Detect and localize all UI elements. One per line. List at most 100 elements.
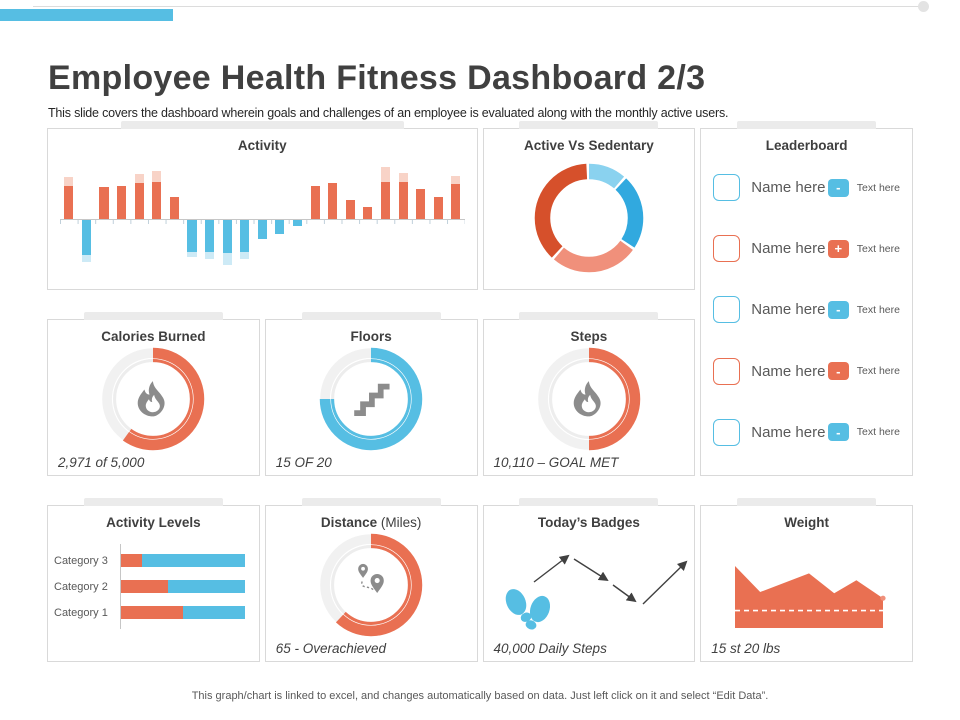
blue-segment [168, 580, 245, 593]
stacked-bar [121, 580, 245, 593]
activity-levels-title: Activity Levels [106, 515, 201, 530]
active-vs-sedentary-donut [534, 163, 644, 273]
floors-caption: 15 OF 20 [275, 455, 332, 470]
leaderboard-name: Name here [751, 362, 826, 380]
active-vs-sedentary-donut-chart[interactable] [484, 155, 695, 281]
leaderboard-checkbox[interactable] [713, 418, 741, 446]
activity-bar [201, 163, 219, 281]
leaderboard-checkbox[interactable] [713, 296, 741, 324]
activity-bar [95, 163, 113, 281]
activity-bar [60, 163, 78, 281]
accent-bar [0, 9, 173, 21]
activity-title: Activity [237, 138, 287, 153]
category-label: Category 2 [54, 580, 108, 593]
activity-level-row: Category 3 [54, 554, 245, 567]
badges-title: Today’s Badges [537, 515, 640, 530]
panel-distance: Distance (Miles) 65 - Overachieved [264, 498, 478, 662]
leaderboard-badge: + [827, 239, 849, 258]
leaderboard-badge: - [827, 178, 849, 197]
orange-segment [121, 580, 169, 593]
activity-levels-bar-chart[interactable]: Category 3 Category 2 Category 1 [54, 544, 245, 629]
activity-bar [113, 163, 131, 281]
leaderboard-badge: - [827, 423, 849, 442]
orange-segment [121, 554, 143, 567]
route-pins-icon [358, 563, 384, 593]
badges-graphic[interactable] [484, 530, 695, 632]
calories-title: Calories Burned [101, 329, 206, 344]
activity-axis [60, 219, 465, 220]
stacked-bar [121, 606, 245, 619]
activity-bar [359, 163, 377, 281]
activity-bar [394, 163, 412, 281]
activity-bar-chart[interactable] [60, 163, 465, 281]
leaderboard-checkbox[interactable] [713, 357, 741, 385]
leaderboard-name: Name here [751, 301, 826, 319]
stairs-icon [354, 383, 390, 417]
top-rule-dot-icon [918, 1, 929, 12]
activity-level-row: Category 2 [54, 580, 245, 593]
active-vs-sedentary-title: Active Vs Sedentary [523, 138, 654, 153]
weight-title: Weight [784, 515, 829, 530]
top-rule-line [33, 6, 921, 7]
activity-bar [166, 163, 184, 281]
distance-gauge-chart[interactable] [266, 532, 477, 638]
activity-bar [324, 163, 342, 281]
panel-active-vs-sedentary: Active Vs Sedentary [482, 121, 696, 290]
flame-icon [573, 381, 601, 417]
activity-bar [306, 163, 324, 281]
calories-gauge-chart[interactable] [48, 346, 259, 452]
activity-bar [271, 163, 289, 281]
distance-title: Distance (Miles) [320, 515, 422, 530]
steps-title: Steps [570, 329, 608, 344]
footprints-icon [505, 589, 550, 630]
weight-caption: 15 st 20 lbs [711, 641, 781, 656]
blue-segment [142, 554, 245, 567]
activity-bar [447, 163, 465, 281]
activity-bar [342, 163, 360, 281]
leaderboard-text: Text here [856, 303, 900, 316]
panel-activity-levels: Activity Levels Category 3 Category 2 Cate… [47, 498, 260, 662]
steps-gauge [537, 347, 641, 451]
leaderboard-badge: - [827, 362, 849, 381]
leaderboard-text: Text here [856, 426, 900, 439]
panel-steps: Steps 10,110 – GOAL MET [482, 312, 696, 476]
badges-caption: 40,000 Daily Steps [493, 641, 607, 656]
leaderboard-badge: - [827, 300, 849, 319]
page-title: Employee Health Fitness Dashboard 2/3 [48, 58, 706, 97]
leaderboard-title: Leaderboard [765, 138, 848, 153]
floors-gauge [319, 347, 423, 451]
floors-gauge-chart[interactable] [266, 346, 477, 452]
panel-floors: Floors 15 OF 20 [264, 312, 478, 476]
panel-calories: Calories Burned 2,971 of 5,000 [47, 312, 260, 476]
distance-caption: 65 - Overachieved [275, 641, 387, 656]
panel-activity: Activity [47, 121, 478, 290]
category-label: Category 1 [54, 606, 108, 619]
dashboard-grid: Activity Active Vs Sedentary Leaderboard… [47, 121, 913, 662]
flame-icon [138, 381, 165, 417]
leaderboard-row: Name here - Text here [713, 174, 900, 202]
leaderboard-checkbox[interactable] [713, 174, 741, 202]
activity-bar [377, 163, 395, 281]
panel-leaderboard: Leaderboard Name here - Text here Name here… [700, 121, 913, 476]
activity-levels-axis [120, 544, 121, 629]
activity-level-row: Category 1 [54, 606, 245, 619]
calories-gauge [102, 347, 205, 451]
leaderboard-row: Name here - Text here [713, 357, 900, 385]
panel-weight: Weight 15 st 20 lbs [700, 498, 913, 662]
leaderboard-name: Name here [751, 423, 826, 441]
leaderboard-checkbox[interactable] [713, 235, 741, 263]
weight-area [734, 566, 886, 628]
steps-caption: 10,110 – GOAL MET [493, 455, 619, 470]
stacked-bar [121, 554, 245, 567]
activity-bar [236, 163, 254, 281]
category-label: Category 3 [54, 554, 108, 567]
weight-area-chart[interactable] [701, 538, 912, 634]
orange-segment [121, 606, 183, 619]
leaderboard-text: Text here [856, 242, 900, 255]
steps-gauge-chart[interactable] [484, 346, 695, 452]
leaderboard-row: Name here - Text here [713, 418, 900, 446]
activity-bar [254, 163, 272, 281]
distance-gauge [319, 533, 423, 637]
activity-bar [183, 163, 201, 281]
